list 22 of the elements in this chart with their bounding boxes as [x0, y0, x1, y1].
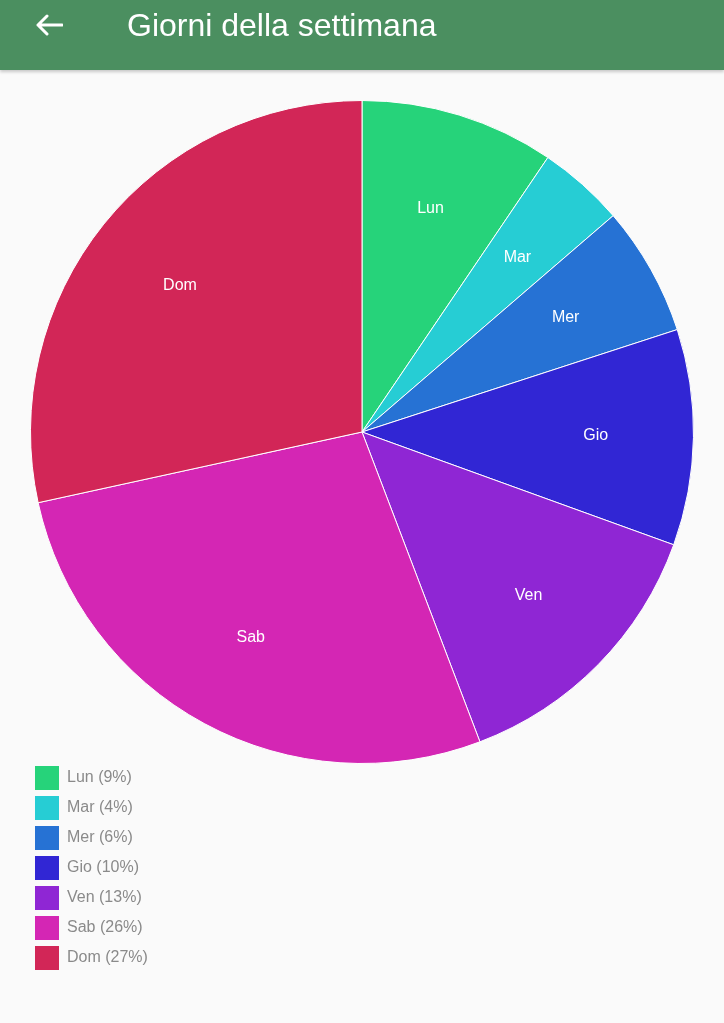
slice-label: Ven [514, 586, 543, 604]
legend-label: Lun [67, 768, 94, 786]
slice-label: Lun [417, 198, 444, 216]
legend-label: Gio [67, 858, 92, 876]
legend-label: Mer [67, 828, 96, 846]
slice-label: Mar [503, 247, 532, 265]
legend-label: Dom [67, 948, 101, 966]
data-label: (13%) [99, 888, 142, 906]
slice-label: Mer [551, 307, 581, 325]
data-label: (4%) [99, 798, 133, 816]
data-label: (9%) [98, 768, 132, 786]
data-label: (6%) [99, 828, 133, 846]
legend-label: Sab [67, 918, 96, 936]
slice-label: Gio [583, 426, 609, 444]
data-label: (10%) [96, 858, 140, 876]
legend-label: Mar [67, 798, 96, 816]
data-label: (26%) [99, 918, 143, 936]
slice-label: Sab [236, 627, 266, 645]
legend-label: Ven [67, 888, 95, 906]
data-label: (27%) [105, 948, 148, 966]
chart-title: Giorni della settimana [127, 6, 437, 45]
slice-label: Dom [163, 275, 197, 293]
